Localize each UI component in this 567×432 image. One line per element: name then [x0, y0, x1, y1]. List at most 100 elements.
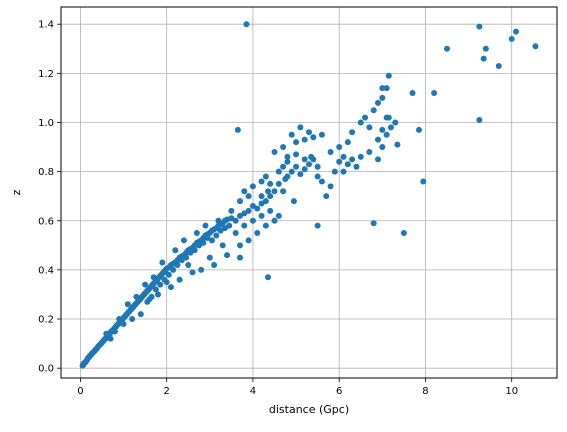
- data-point: [314, 222, 321, 229]
- data-point: [513, 28, 520, 35]
- data-point: [409, 89, 416, 96]
- data-point: [314, 163, 321, 170]
- data-point: [111, 328, 118, 335]
- data-point: [245, 207, 252, 214]
- data-point: [202, 222, 209, 229]
- data-point: [370, 220, 377, 227]
- gridlines: [61, 7, 557, 378]
- data-point: [271, 217, 278, 224]
- data-point: [267, 180, 274, 187]
- data-point: [379, 144, 386, 151]
- data-point: [379, 85, 386, 92]
- data-point: [152, 286, 159, 293]
- data-point: [293, 163, 300, 170]
- data-point: [180, 237, 187, 244]
- data-point: [258, 212, 265, 219]
- data-point: [353, 163, 360, 170]
- data-point: [241, 188, 248, 195]
- data-point: [211, 261, 218, 268]
- data-point: [172, 247, 179, 254]
- x-axis-ticks: 0 2 4 6 8 10: [77, 378, 518, 397]
- data-point: [129, 316, 136, 323]
- data-point: [431, 89, 438, 96]
- data-point: [258, 193, 265, 200]
- y-tick-label: 0.0: [38, 364, 54, 375]
- data-point: [394, 141, 401, 148]
- data-point: [495, 62, 502, 69]
- data-point: [340, 153, 347, 160]
- data-point: [254, 230, 261, 237]
- data-point: [400, 230, 407, 237]
- data-point: [103, 330, 110, 337]
- data-point: [344, 161, 351, 168]
- data-point: [375, 156, 382, 163]
- data-point: [375, 99, 382, 106]
- x-tick-label: 6: [336, 386, 342, 397]
- x-tick-label: 2: [163, 386, 169, 397]
- data-points: [79, 21, 539, 369]
- data-point: [232, 230, 239, 237]
- x-axis-label: distance (Gpc): [269, 403, 349, 416]
- x-tick-label: 8: [422, 386, 428, 397]
- data-point: [167, 284, 174, 291]
- data-point: [234, 126, 241, 133]
- data-point: [185, 261, 192, 268]
- data-point: [288, 168, 295, 175]
- data-point: [208, 237, 215, 244]
- y-tick-label: 1.4: [38, 20, 54, 31]
- data-point: [241, 222, 248, 229]
- data-point: [137, 311, 144, 318]
- data-point: [284, 153, 291, 160]
- data-point: [150, 274, 157, 281]
- data-point: [362, 114, 369, 121]
- data-point: [215, 217, 222, 224]
- data-point: [258, 178, 265, 185]
- data-point: [265, 274, 272, 281]
- data-point: [357, 153, 364, 160]
- data-point: [366, 148, 373, 155]
- data-point: [327, 183, 334, 190]
- data-point: [165, 271, 172, 278]
- data-point: [183, 254, 190, 261]
- data-point: [301, 156, 308, 163]
- data-point: [280, 163, 287, 170]
- data-point: [174, 261, 181, 268]
- data-point: [144, 298, 151, 305]
- data-point: [142, 281, 149, 288]
- data-point: [107, 335, 114, 342]
- y-tick-label: 0.2: [38, 315, 54, 326]
- y-tick-label: 1.0: [38, 118, 54, 129]
- x-tick-label: 4: [250, 386, 256, 397]
- data-point: [357, 119, 364, 126]
- data-point: [318, 178, 325, 185]
- data-point: [480, 55, 487, 62]
- data-point: [288, 131, 295, 138]
- data-point: [116, 316, 123, 323]
- data-point: [476, 23, 483, 30]
- data-point: [344, 139, 351, 146]
- data-point: [290, 198, 297, 205]
- y-tick-label: 1.2: [38, 69, 54, 80]
- data-point: [224, 252, 231, 259]
- data-point: [385, 114, 392, 121]
- y-tick-label: 0.8: [38, 167, 54, 178]
- data-point: [336, 144, 343, 151]
- data-point: [280, 144, 287, 151]
- data-point: [310, 134, 317, 141]
- data-point: [318, 131, 325, 138]
- plot-frame: [60, 6, 558, 379]
- y-tick-label: 0.4: [38, 265, 54, 276]
- data-point: [159, 259, 166, 266]
- data-point: [293, 139, 300, 146]
- data-point: [170, 266, 177, 273]
- data-point: [157, 281, 164, 288]
- data-point: [375, 136, 382, 143]
- data-point: [189, 269, 196, 276]
- data-point: [124, 301, 131, 308]
- data-point: [366, 124, 373, 131]
- data-point: [213, 232, 220, 239]
- data-point: [532, 43, 539, 50]
- data-point: [275, 168, 282, 175]
